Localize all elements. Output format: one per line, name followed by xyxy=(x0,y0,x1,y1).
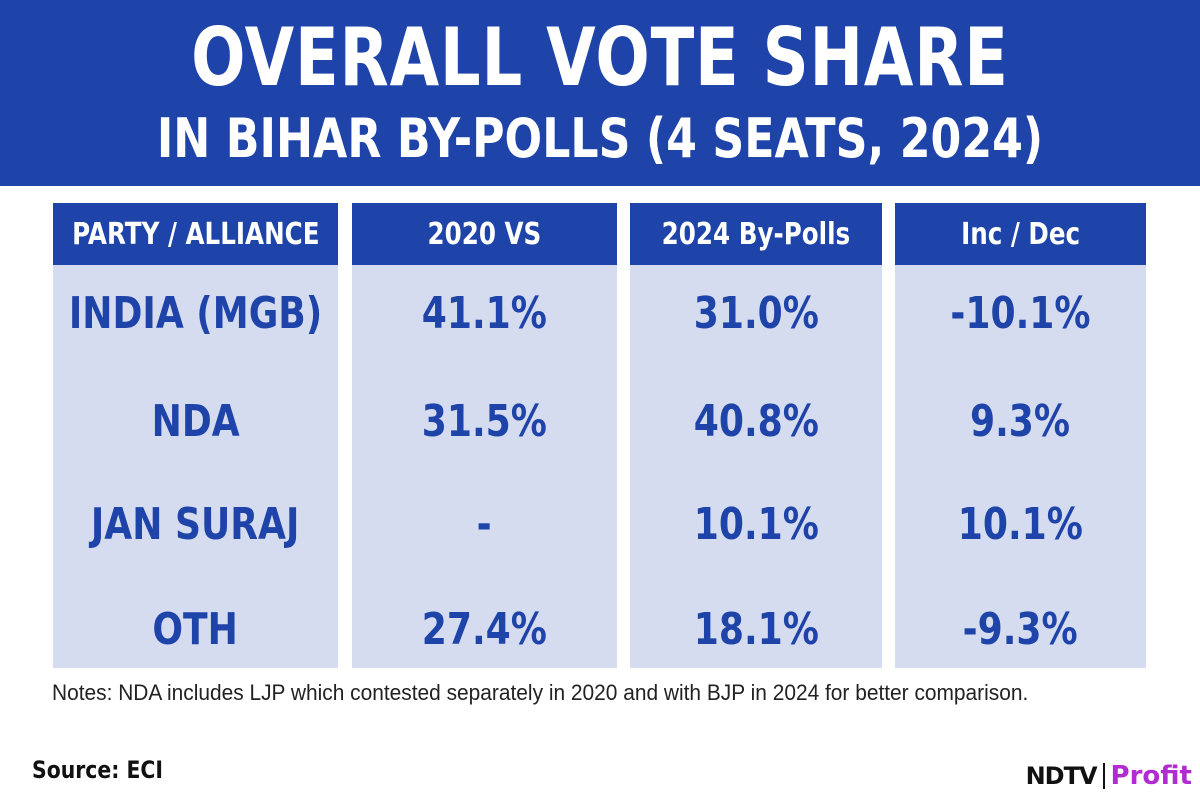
column-2024: 2024 By-Polls 31.0% 40.8% 10.1% 18.1% xyxy=(630,203,882,668)
cell-2024-nda: 40.8% xyxy=(693,395,819,447)
chart-title: OVERALL VOTE SHARE xyxy=(191,11,1009,104)
source-text: Source: ECI xyxy=(32,756,163,784)
cell-party-jan-suraj: JAN SURAJ xyxy=(91,498,300,550)
cell-2020-nda: 31.5% xyxy=(421,395,548,447)
header-change: Inc / Dec xyxy=(895,203,1146,265)
column-change: Inc / Dec -10.1% 9.3% 10.1% -9.3% xyxy=(895,203,1146,668)
profit-wordmark: Profit xyxy=(1110,761,1192,791)
cell-change-nda: 9.3% xyxy=(970,395,1071,447)
notes-text: Notes: NDA includes LJP which contested … xyxy=(52,680,1029,705)
cell-change-jan-suraj: 10.1% xyxy=(957,498,1084,550)
header-party: PARTY / ALLIANCE xyxy=(53,203,338,265)
chart-subtitle: IN BIHAR BY-POLLS (4 SEATS, 2024) xyxy=(156,107,1044,170)
cell-2020-jan-suraj: - xyxy=(477,498,492,550)
column-2020: 2020 VS 41.1% 31.5% - 27.4% xyxy=(352,203,617,668)
cell-party-india: INDIA (MGB) xyxy=(68,287,323,339)
logo-divider xyxy=(1102,763,1105,789)
cell-2024-jan-suraj: 10.1% xyxy=(693,498,819,550)
ndtv-profit-logo: NDTV Profit xyxy=(1026,758,1192,794)
header-2020: 2020 VS xyxy=(352,203,617,265)
cell-2020-oth: 27.4% xyxy=(421,603,548,655)
cell-party-nda: NDA xyxy=(151,395,240,447)
cell-party-oth: OTH xyxy=(152,603,239,655)
ndtv-wordmark: NDTV xyxy=(1025,762,1098,790)
title-banner: OVERALL VOTE SHARE IN BIHAR BY-POLLS (4 … xyxy=(0,0,1200,186)
cell-change-india: -10.1% xyxy=(950,287,1091,339)
cell-2024-india: 31.0% xyxy=(693,287,819,339)
column-party: PARTY / ALLIANCE INDIA (MGB) NDA JAN SUR… xyxy=(53,203,338,668)
cell-change-oth: -9.3% xyxy=(962,603,1079,655)
header-2024: 2024 By-Polls xyxy=(630,203,882,265)
cell-2024-oth: 18.1% xyxy=(693,603,819,655)
cell-2020-india: 41.1% xyxy=(421,287,548,339)
